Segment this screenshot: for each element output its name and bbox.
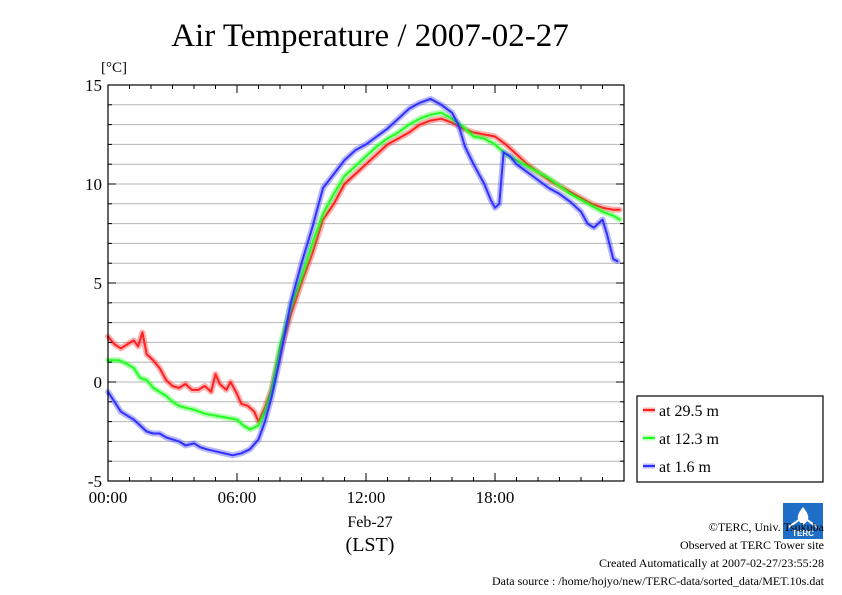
legend-box	[636, 395, 824, 483]
series-line-2	[107, 97, 619, 457]
grid-lines	[108, 104, 624, 462]
x-tick-label: 18:00	[476, 488, 515, 507]
y-tick-label: 0	[94, 373, 103, 392]
ticks: 00:00 06:00 12:00 18:00 -5 0 5 10 15	[85, 76, 625, 507]
footer-created: Created Automatically at 2007-02-27/23:5…	[599, 556, 824, 570]
footer-source: Data source : /home/hojyo/new/TERC-data/…	[491, 574, 824, 588]
logo-text: TERC	[792, 529, 814, 538]
x-axis-unit-label: (LST)	[346, 534, 395, 556]
footer-copyright: ©TERC, Univ. Tsukuba	[708, 520, 824, 534]
series-line-1	[107, 111, 621, 431]
series-layer	[105, 95, 623, 459]
legend-label: at 1.6 m	[659, 459, 712, 476]
series-line-0	[107, 117, 621, 423]
x-axis-label: Feb-27	[347, 514, 392, 531]
y-tick-label: 10	[85, 175, 102, 194]
x-tick-label: 06:00	[218, 488, 257, 507]
x-tick-label: 12:00	[347, 488, 386, 507]
x-tick-label: 00:00	[89, 488, 128, 507]
chart-title: Air Temperature / 2007-02-27	[171, 18, 569, 54]
y-tick-label: 5	[94, 274, 103, 293]
legend-label: at 12.3 m	[659, 431, 720, 448]
terc-logo: TERC	[783, 503, 823, 539]
y-axis-unit-label: [°C]	[101, 60, 127, 76]
footer-observed: Observed at TERC Tower site	[679, 538, 824, 552]
legend: at 29.5 m at 12.3 m at 1.6 m	[636, 395, 824, 483]
y-tick-label: -5	[88, 472, 102, 491]
legend-label: at 29.5 m	[659, 403, 720, 420]
y-tick-label: 15	[85, 76, 102, 95]
